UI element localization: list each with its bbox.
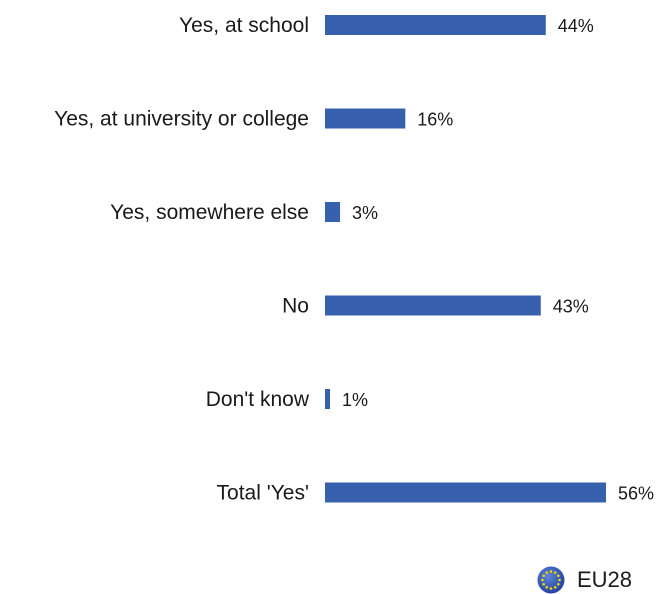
legend: EU28 xyxy=(537,566,632,594)
category-label: Yes, at school xyxy=(179,14,309,37)
star-icon xyxy=(541,578,544,582)
legend-label: EU28 xyxy=(577,567,633,592)
star-icon xyxy=(549,587,553,590)
value-label: 44% xyxy=(558,16,594,36)
bar xyxy=(325,15,546,35)
eu-flag-icon xyxy=(537,566,565,594)
value-label: 1% xyxy=(342,390,368,410)
value-label: 16% xyxy=(417,110,453,130)
value-label: 56% xyxy=(618,484,654,504)
bar xyxy=(325,202,341,222)
star-icon xyxy=(545,586,549,589)
star-icon xyxy=(542,582,545,586)
category-label: Yes, at university or college xyxy=(54,108,309,131)
star-icon xyxy=(558,578,561,582)
star-icon xyxy=(557,574,560,578)
category-label: Yes, somewhere else xyxy=(110,201,309,224)
category-label: Don't know xyxy=(206,388,310,411)
bar xyxy=(325,482,606,503)
star-icon xyxy=(553,586,557,589)
category-label: No xyxy=(282,295,309,318)
value-label: 43% xyxy=(553,297,589,317)
bar xyxy=(325,295,541,316)
star-icon xyxy=(545,571,549,574)
star-icon xyxy=(557,582,560,586)
star-icon xyxy=(553,571,557,574)
bar xyxy=(325,108,406,129)
value-label: 3% xyxy=(352,203,378,223)
star-icon xyxy=(542,574,545,578)
category-label: Total 'Yes' xyxy=(217,482,309,505)
bar xyxy=(325,389,331,409)
star-icon xyxy=(549,570,553,573)
